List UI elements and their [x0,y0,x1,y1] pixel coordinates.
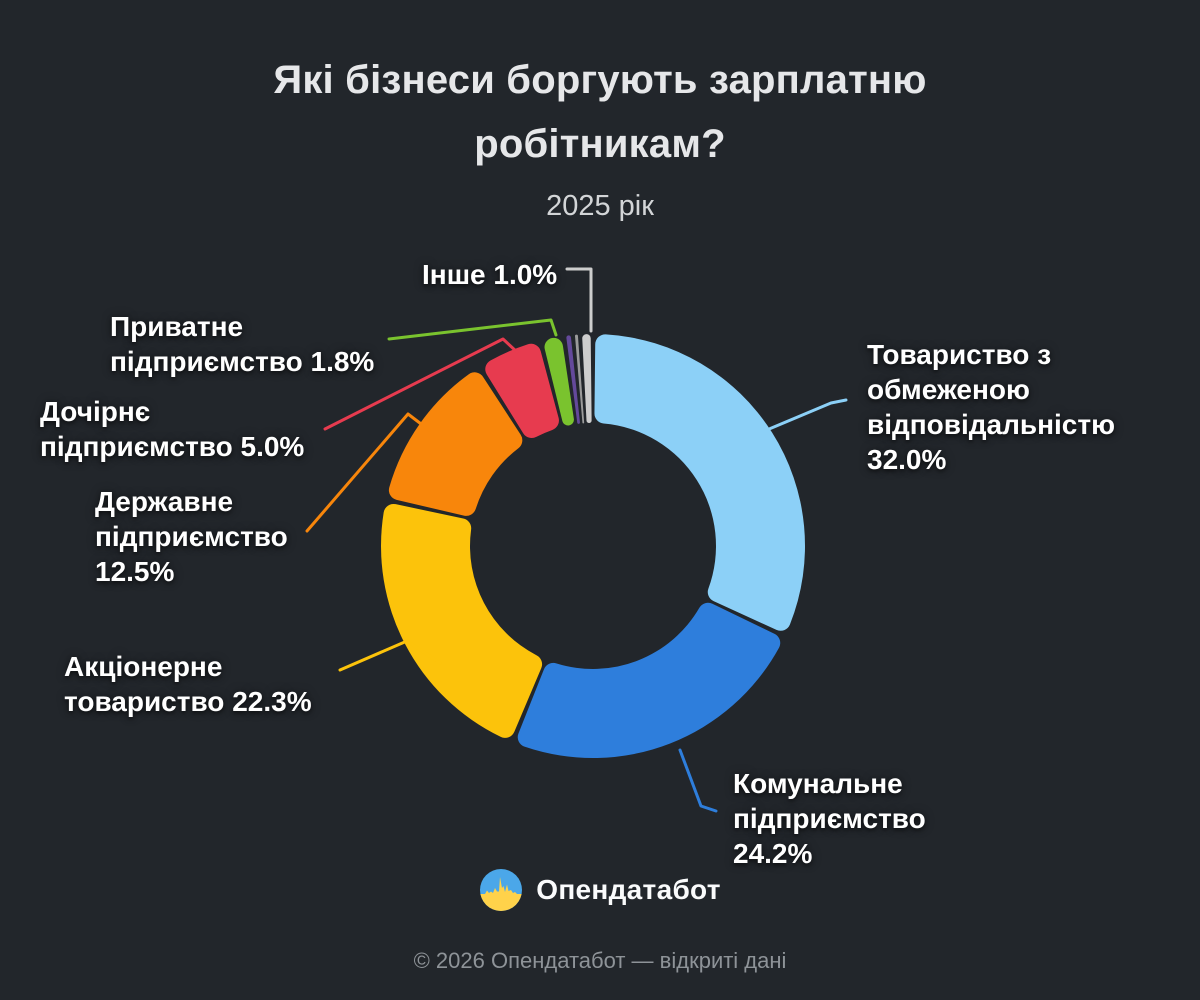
donut-segment-5 [544,337,574,426]
opendatabot-logo-icon [480,869,523,911]
donut-segment-2 [381,503,543,738]
segment-label-aktsionerne: Акціонерне товариство 22.3% [64,649,312,719]
segment-label-line: 32.0% [867,444,947,475]
segment-label-derzhavne: Державне підприємство 12.5% [95,484,288,589]
segment-label-line: 12.5% [95,556,175,587]
segment-label-line: обмеженою [867,374,1030,405]
chart-subtitle: 2025 рік [546,190,654,222]
chart-title-line-2: робітникам? [474,122,726,166]
segment-label-line: Приватне [110,311,244,342]
leader-line-8 [565,267,593,333]
segment-label-pryvatne: Приватне підприємство 1.8% [110,309,374,379]
segment-label-line: підприємство 5.0% [40,431,305,462]
segment-label-line: Акціонерне [64,651,223,682]
copyright-text: © 2026 Опендатабот — відкриті дані [413,948,787,973]
segment-label-line: Дочірнє [40,396,151,427]
segment-label-line: Державне [95,486,234,517]
leader-line-5 [387,318,558,341]
segment-label-tov: Товариство з обмеженою відповідальністю … [867,337,1115,477]
leader-line-1 [678,748,718,813]
donut-segment-6 [566,335,580,424]
donut-segment-3 [388,372,523,516]
segment-label-line: підприємство [95,521,288,552]
segment-label-line: Товариство з [867,339,1052,370]
donut-segment-7 [575,334,585,424]
brand-lockup: Опендатабот [0,868,1200,912]
leader-line-2 [338,639,442,672]
chart-title: Які бізнеси боргують зарплатню робітника… [0,48,1200,176]
segment-label-line: підприємство 1.8% [110,346,375,377]
chart-title-line-1: Які бізнеси боргують зарплатню [273,58,927,102]
donut-segment-4 [485,343,559,438]
donut-segment-8 [582,334,592,424]
segment-label-line: товариство 22.3% [64,686,312,717]
segment-label-line: 24.2% [733,838,813,869]
segment-label-line: Комунальне [733,768,903,799]
segment-label-komunalne: Комунальне підприємство 24.2% [733,766,926,871]
leader-line-4 [323,337,519,431]
segment-label-line: відповідальністю [867,409,1116,440]
segment-label-inshe: Інше 1.0% [422,257,557,292]
leader-line-3 [305,412,431,533]
leader-line-0 [760,398,848,434]
donut-segment-0 [594,334,805,631]
brand-name: Опендатабот [536,874,721,905]
segment-label-dochirne: Дочірнє підприємство 5.0% [40,394,304,464]
segment-label-line: Інше 1.0% [422,259,558,290]
segment-label-line: підприємство [733,803,926,834]
donut-segment-1 [517,602,781,759]
